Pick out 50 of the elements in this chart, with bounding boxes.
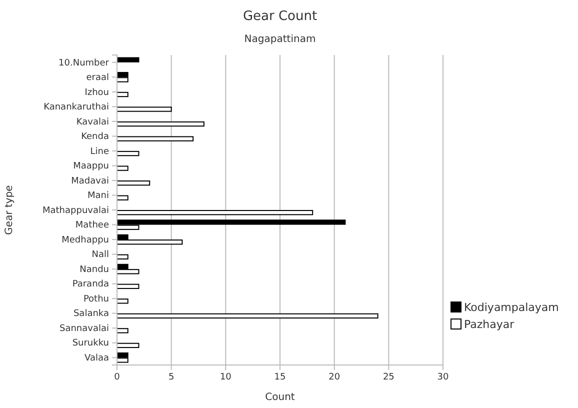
bar [116,328,128,334]
y-tick-label: Madavai [71,176,109,186]
y-tick-label: Maappu [73,162,109,172]
y-tick-label: Surukku [72,338,109,349]
x-tick-label: 10 [220,372,232,382]
bar [116,254,128,260]
y-tick-label: Sannavalai [59,324,109,334]
y-tick-label: Medhappu [62,235,109,246]
y-tick-label: 10.Number [58,58,110,68]
y-tick-label: Kenda [81,132,109,142]
y-tick-label: Kanankaruthai [44,102,109,113]
x-tick-label: 20 [328,372,340,382]
bar [116,195,128,200]
bar [116,298,128,304]
x-axis-title: Count [265,392,295,403]
bar [116,57,140,62]
y-tick-label: Pothu [83,294,109,304]
x-tick-label: 5 [168,372,174,382]
bar [116,166,128,171]
y-tick-label: Salanka [73,309,109,320]
bar [116,313,378,318]
y-axis-title: Gear type [4,185,15,235]
y-tick-label: Izhou [84,88,109,98]
y-tick-label: Mani [88,191,109,202]
y-tick-label: Mathee [75,220,110,231]
y-tick-label: Mathappuvalai [42,206,109,216]
bar [116,180,150,186]
bar [116,150,140,156]
y-tick-label: eraal [86,73,109,84]
y-tick-label: Valaa [84,354,109,364]
legend-label: Pazhayar [464,318,515,331]
y-tick-label: Paranda [72,280,109,290]
bar [116,92,128,98]
y-tick-label: Kavalai [76,117,109,128]
y-tick-label: Nall [92,250,109,260]
x-tick-label: 30 [437,372,449,382]
bar [116,106,172,112]
chart-subtitle: Nagapattinam [244,34,316,45]
y-tick-label: Line [90,146,110,157]
bar [116,121,204,127]
bar [116,342,140,348]
bar [116,284,140,289]
x-tick-label: 0 [114,372,120,382]
legend-label: Kodiyampalayam [464,301,559,314]
bar [116,136,194,142]
x-tick-label: 15 [274,372,286,382]
chart-title: Gear Count [242,9,318,24]
x-tick-label: 25 [382,372,394,382]
bar [116,210,314,216]
y-tick-label: Nandu [80,264,109,275]
